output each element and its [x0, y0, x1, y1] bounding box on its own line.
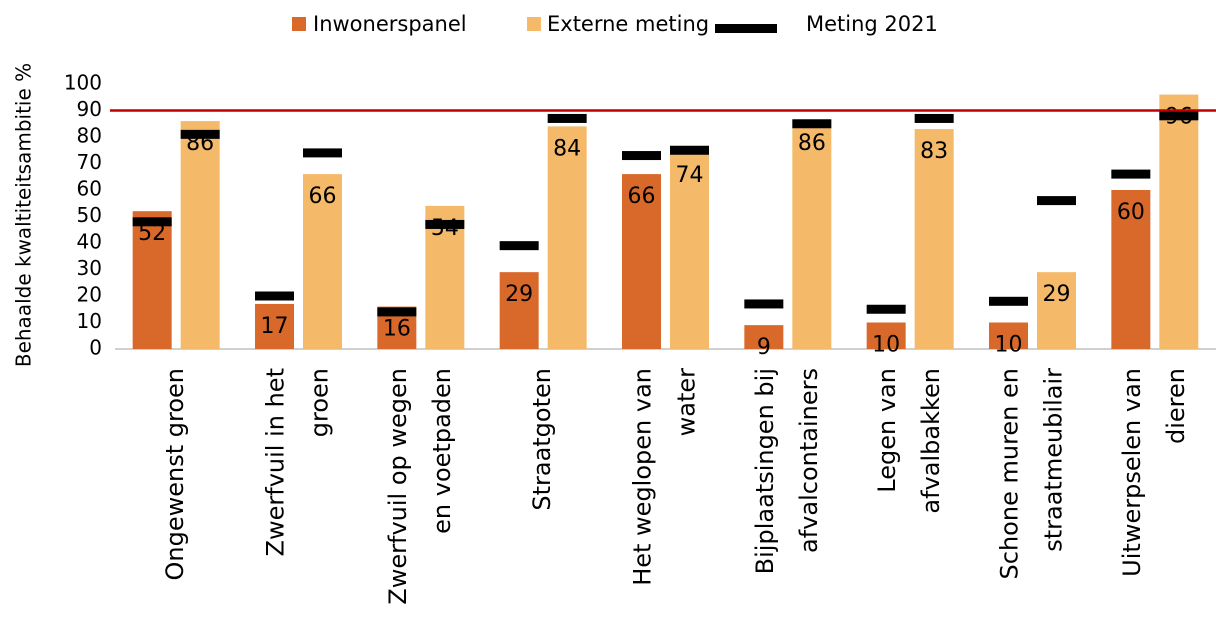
y-tick-label: 80 — [77, 124, 102, 148]
reference-marker — [1037, 196, 1076, 206]
x-tick-label: en voetpaden — [428, 368, 456, 534]
reference-marker — [622, 151, 661, 161]
bar — [303, 174, 342, 349]
bar — [866, 322, 906, 349]
x-tick-label: Het weglopen van — [629, 368, 657, 586]
data-label: 17 — [261, 314, 289, 339]
x-tick-label: straatmeubilair — [1040, 368, 1068, 552]
bar — [1159, 94, 1199, 349]
x-tick-label: afvalbakken — [917, 368, 945, 514]
bar — [547, 126, 587, 350]
x-tick-label: Zwerfvuil in het — [262, 368, 290, 556]
bar — [744, 325, 784, 349]
x-tick-label: water — [673, 368, 701, 437]
reference-marker — [255, 291, 294, 301]
bar — [989, 322, 1028, 349]
reference-marker — [744, 299, 784, 309]
x-tick-label: Bijplaatsingen bij — [751, 368, 779, 574]
data-label: 60 — [1117, 200, 1145, 225]
reference-marker — [377, 307, 417, 317]
reference-marker — [1111, 169, 1151, 179]
bar — [792, 121, 832, 349]
x-tick-label: Uitwerpselen van — [1118, 368, 1146, 577]
legend-label: Externe meting — [547, 12, 709, 36]
bar — [132, 211, 172, 349]
x-tick-label: Ongewenst groen — [161, 368, 189, 580]
bar — [255, 303, 294, 349]
x-tick-label: afvalcontainers — [795, 368, 823, 553]
x-tick-label: Schone muren en — [996, 368, 1024, 579]
legend-swatch — [292, 17, 306, 31]
reference-marker — [425, 219, 465, 229]
y-tick-label: 70 — [77, 150, 102, 174]
data-label: 9 — [757, 335, 771, 360]
bar — [1111, 190, 1151, 349]
data-label: 16 — [383, 317, 411, 342]
reference-marker — [670, 145, 709, 155]
data-label: 29 — [505, 282, 533, 307]
data-label: 66 — [628, 184, 656, 209]
x-tick-label: dieren — [1162, 368, 1190, 444]
legend-swatch — [715, 24, 777, 33]
reference-marker — [132, 217, 172, 227]
data-label: 10 — [995, 333, 1023, 358]
bar — [914, 129, 954, 349]
bar — [499, 272, 539, 349]
y-tick-label: 60 — [77, 177, 102, 201]
bar — [622, 174, 661, 349]
reference-marker — [499, 241, 539, 251]
legend-label: Meting 2021 — [806, 12, 938, 36]
reference-marker — [180, 129, 220, 139]
data-label: 86 — [798, 131, 826, 156]
legend-label: Inwonerspanel — [313, 12, 467, 36]
bar — [670, 152, 709, 349]
data-label: 84 — [553, 136, 581, 161]
data-label: 29 — [1043, 282, 1071, 307]
data-label: 74 — [676, 163, 704, 188]
y-tick-label: 30 — [77, 256, 102, 280]
x-tick-label: Legen van — [873, 368, 901, 493]
x-tick-label: groen — [306, 368, 334, 437]
x-tick-label: Straatgoten — [528, 368, 556, 511]
y-tick-label: 40 — [77, 230, 102, 254]
y-axis-title: Behaalde kwaltiteitsambitie % — [12, 63, 36, 367]
reference-marker — [303, 148, 342, 158]
reference-marker — [914, 113, 954, 123]
data-label: 66 — [309, 184, 337, 209]
y-tick-label: 90 — [77, 97, 102, 121]
bar — [1037, 272, 1076, 349]
reference-marker — [792, 119, 832, 129]
x-tick-label: Zwerfvuil op wegen — [384, 368, 412, 605]
bar — [180, 121, 220, 349]
y-tick-label: 0 — [89, 336, 102, 360]
data-label: 83 — [920, 139, 948, 164]
reference-marker — [1159, 111, 1199, 121]
y-tick-label: 100 — [64, 71, 102, 95]
reference-marker — [547, 113, 587, 123]
y-tick-label: 50 — [77, 203, 102, 227]
reference-marker — [989, 296, 1028, 306]
y-tick-label: 10 — [77, 309, 102, 333]
legend-swatch — [527, 17, 541, 31]
data-label: 10 — [872, 333, 900, 358]
y-tick-label: 20 — [77, 283, 102, 307]
bar — [425, 205, 465, 349]
reference-marker — [866, 304, 906, 314]
